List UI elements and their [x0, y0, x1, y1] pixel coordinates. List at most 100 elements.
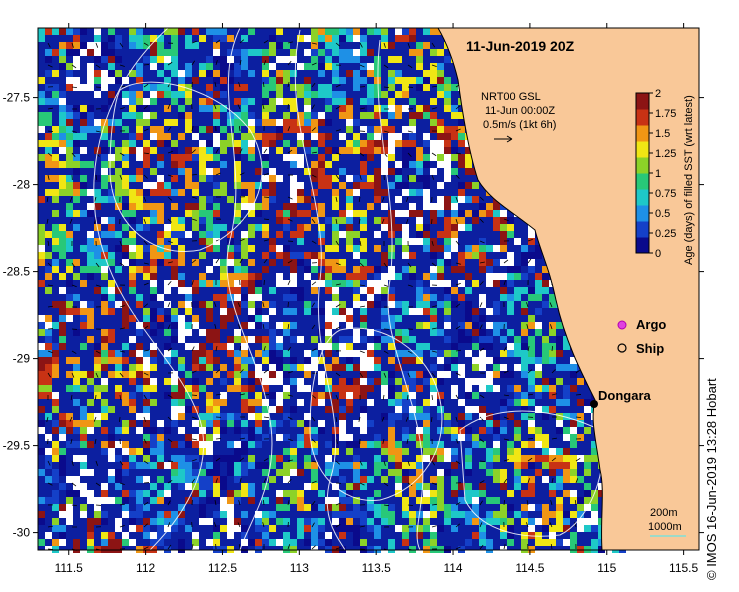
sst-pixel — [199, 434, 206, 441]
sst-pixel — [430, 77, 437, 84]
sst-pixel — [416, 77, 423, 84]
sst-pixel — [388, 301, 395, 308]
sst-pixel — [549, 322, 556, 329]
current-vector — [335, 105, 341, 110]
sst-pixel — [143, 406, 150, 413]
sst-pixel — [45, 133, 52, 140]
sst-pixel — [157, 175, 164, 182]
sst-pixel — [150, 539, 157, 546]
current-vector — [191, 196, 197, 199]
current-vector — [359, 42, 363, 48]
sst-pixel — [73, 28, 80, 35]
sst-pixel — [94, 126, 101, 133]
sst-pixel — [304, 455, 311, 462]
current-vector — [95, 284, 101, 287]
sst-pixel — [206, 329, 213, 336]
sst-pixel — [409, 266, 416, 273]
sst-pixel — [73, 133, 80, 140]
sst-pixel — [66, 280, 73, 287]
sst-pixel — [213, 329, 220, 336]
current-vector — [239, 457, 245, 462]
sst-pixel — [164, 315, 171, 322]
sst-pixel — [374, 462, 381, 469]
sst-pixel — [192, 133, 199, 140]
sst-pixel — [360, 273, 367, 280]
sst-pixel — [325, 455, 332, 462]
sst-pixel — [185, 84, 192, 91]
sst-pixel — [178, 77, 185, 84]
sst-pixel — [332, 259, 339, 266]
sst-pixel — [255, 294, 262, 301]
sst-pixel — [444, 140, 451, 147]
sst-pixel — [164, 392, 171, 399]
sst-pixel — [542, 525, 549, 532]
sst-pixel — [73, 140, 80, 147]
legend-ship-label: Ship — [636, 341, 664, 356]
sst-pixel — [409, 413, 416, 420]
sst-pixel — [136, 322, 143, 329]
sst-pixel — [136, 35, 143, 42]
sst-pixel — [493, 497, 500, 504]
sst-pixel — [444, 196, 451, 203]
current-vector — [335, 84, 341, 88]
sst-pixel — [535, 280, 542, 287]
sst-pixel — [388, 84, 395, 91]
current-vector — [215, 457, 221, 462]
sst-pixel — [416, 322, 423, 329]
sst-pixel — [80, 133, 87, 140]
sst-pixel — [458, 497, 465, 504]
sst-pixel — [157, 182, 164, 189]
sst-pixel — [346, 119, 353, 126]
sst-pixel — [290, 280, 297, 287]
current-vector — [431, 460, 436, 466]
sst-pixel — [325, 441, 332, 448]
sst-pixel — [360, 420, 367, 427]
sst-pixel — [360, 413, 367, 420]
sst-pixel — [185, 525, 192, 532]
sst-pixel — [360, 98, 367, 105]
current-vector — [335, 42, 341, 47]
sst-pixel — [339, 147, 346, 154]
sst-pixel — [332, 35, 339, 42]
current-vector — [407, 64, 413, 69]
sst-pixel — [500, 504, 507, 511]
current-vector — [47, 372, 51, 378]
sst-pixel — [283, 56, 290, 63]
sst-pixel — [325, 532, 332, 539]
sst-pixel — [136, 448, 143, 455]
sst-pixel — [430, 392, 437, 399]
current-vector — [549, 522, 553, 528]
sst-pixel — [563, 413, 570, 420]
sst-pixel — [479, 462, 486, 469]
sst-pixel — [444, 371, 451, 378]
sst-pixel — [52, 427, 59, 434]
sst-pixel — [108, 189, 115, 196]
sst-pixel — [213, 434, 220, 441]
sst-pixel — [332, 217, 339, 224]
sst-pixel — [164, 105, 171, 112]
sst-pixel — [339, 490, 346, 497]
current-vector — [431, 503, 438, 506]
sst-pixel — [367, 175, 374, 182]
sst-pixel — [227, 252, 234, 259]
sst-pixel — [129, 364, 136, 371]
sst-pixel — [514, 266, 521, 273]
sst-pixel — [164, 133, 171, 140]
sst-pixel — [185, 392, 192, 399]
current-vector — [214, 302, 217, 308]
sst-pixel — [528, 287, 535, 294]
current-vector — [167, 150, 173, 154]
sst-pixel — [150, 350, 157, 357]
sst-pixel — [290, 266, 297, 273]
sst-pixel — [136, 203, 143, 210]
sst-pixel — [87, 70, 94, 77]
sst-pixel — [528, 504, 535, 511]
sst-pixel — [325, 98, 332, 105]
sst-pixel — [311, 112, 318, 119]
sst-pixel — [213, 56, 220, 63]
sst-pixel — [549, 350, 556, 357]
sst-pixel — [59, 105, 66, 112]
sst-pixel — [206, 448, 213, 455]
sst-pixel — [346, 308, 353, 315]
sst-pixel — [143, 385, 150, 392]
